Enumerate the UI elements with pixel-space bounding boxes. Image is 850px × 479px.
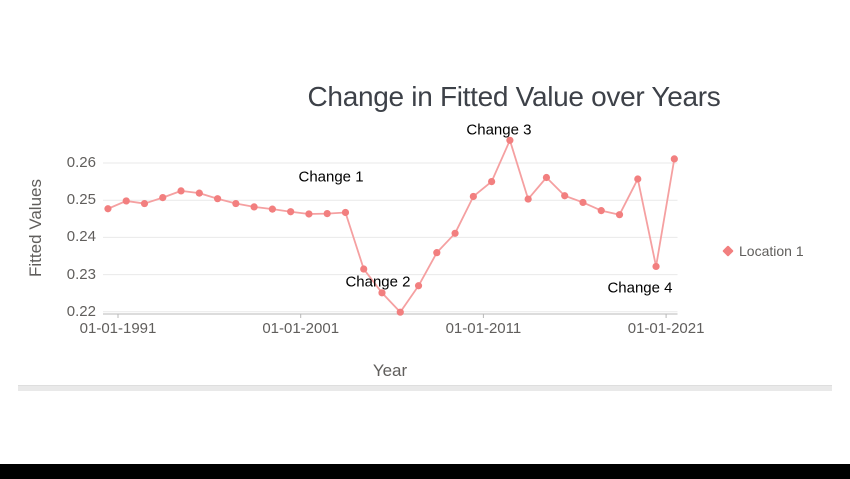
data-point-marker[interactable] [615, 211, 624, 219]
x-tick-label: 01-01-2011 [445, 320, 522, 337]
annotation-change-1: Change 1 [298, 168, 364, 186]
annotation-change-3: Change 3 [466, 121, 532, 139]
data-point-marker[interactable] [140, 199, 149, 208]
data-point-marker[interactable] [360, 265, 368, 273]
data-point-marker[interactable] [634, 175, 642, 183]
data-point-marker[interactable] [451, 229, 459, 237]
data-point-marker[interactable] [305, 210, 313, 218]
x-axis-title: Year [372, 361, 408, 380]
data-point-marker[interactable] [232, 199, 240, 208]
data-point-marker[interactable] [414, 282, 423, 290]
annotation-change-2: Change 2 [345, 273, 411, 291]
data-point-marker[interactable] [177, 187, 185, 195]
data-point-marker[interactable] [542, 173, 551, 182]
horizontal-scrollbar[interactable] [18, 385, 832, 391]
data-point-marker[interactable] [341, 208, 350, 217]
legend[interactable]: Location 1 [722, 243, 804, 259]
data-point-marker[interactable] [396, 308, 404, 316]
data-point-marker[interactable] [122, 197, 130, 205]
x-tick-label: 01-01-1991 [79, 320, 157, 337]
data-point-marker[interactable] [323, 209, 331, 218]
chart-title: Change in Fitted Value over Years [307, 81, 721, 112]
data-point-marker[interactable] [433, 249, 441, 257]
y-tick-label: 0.25 [66, 191, 96, 209]
y-tick-label: 0.26 [66, 154, 96, 171]
bottom-black-bar [0, 464, 850, 479]
data-point-marker[interactable] [469, 192, 477, 201]
x-tick-label: 01-01-2021 [627, 320, 705, 337]
data-point-marker[interactable] [268, 205, 276, 213]
data-point-marker[interactable] [378, 289, 386, 297]
data-point-marker[interactable] [195, 189, 203, 197]
annotation-change-4: Change 4 [607, 279, 673, 297]
y-tick-label: 0.24 [66, 228, 96, 246]
data-point-marker[interactable] [579, 198, 587, 207]
data-point-marker[interactable] [159, 193, 167, 202]
data-point-marker[interactable] [670, 155, 678, 163]
legend-label: Location 1 [739, 243, 804, 259]
data-point-marker[interactable] [287, 208, 295, 216]
y-tick-label: 0.23 [66, 265, 96, 283]
data-point-marker[interactable] [506, 136, 514, 144]
data-point-marker[interactable] [250, 203, 258, 211]
data-point-marker[interactable] [213, 195, 222, 203]
y-tick-label: 0.22 [66, 302, 96, 320]
data-point-marker[interactable] [104, 205, 112, 213]
data-point-marker[interactable] [524, 195, 532, 203]
x-tick-label: 01-01-2001 [262, 320, 340, 337]
data-point-marker[interactable] [488, 178, 496, 186]
data-point-marker[interactable] [561, 192, 569, 200]
data-point-marker[interactable] [597, 207, 605, 215]
data-point-marker[interactable] [652, 262, 660, 271]
legend-marker-icon [722, 245, 734, 257]
